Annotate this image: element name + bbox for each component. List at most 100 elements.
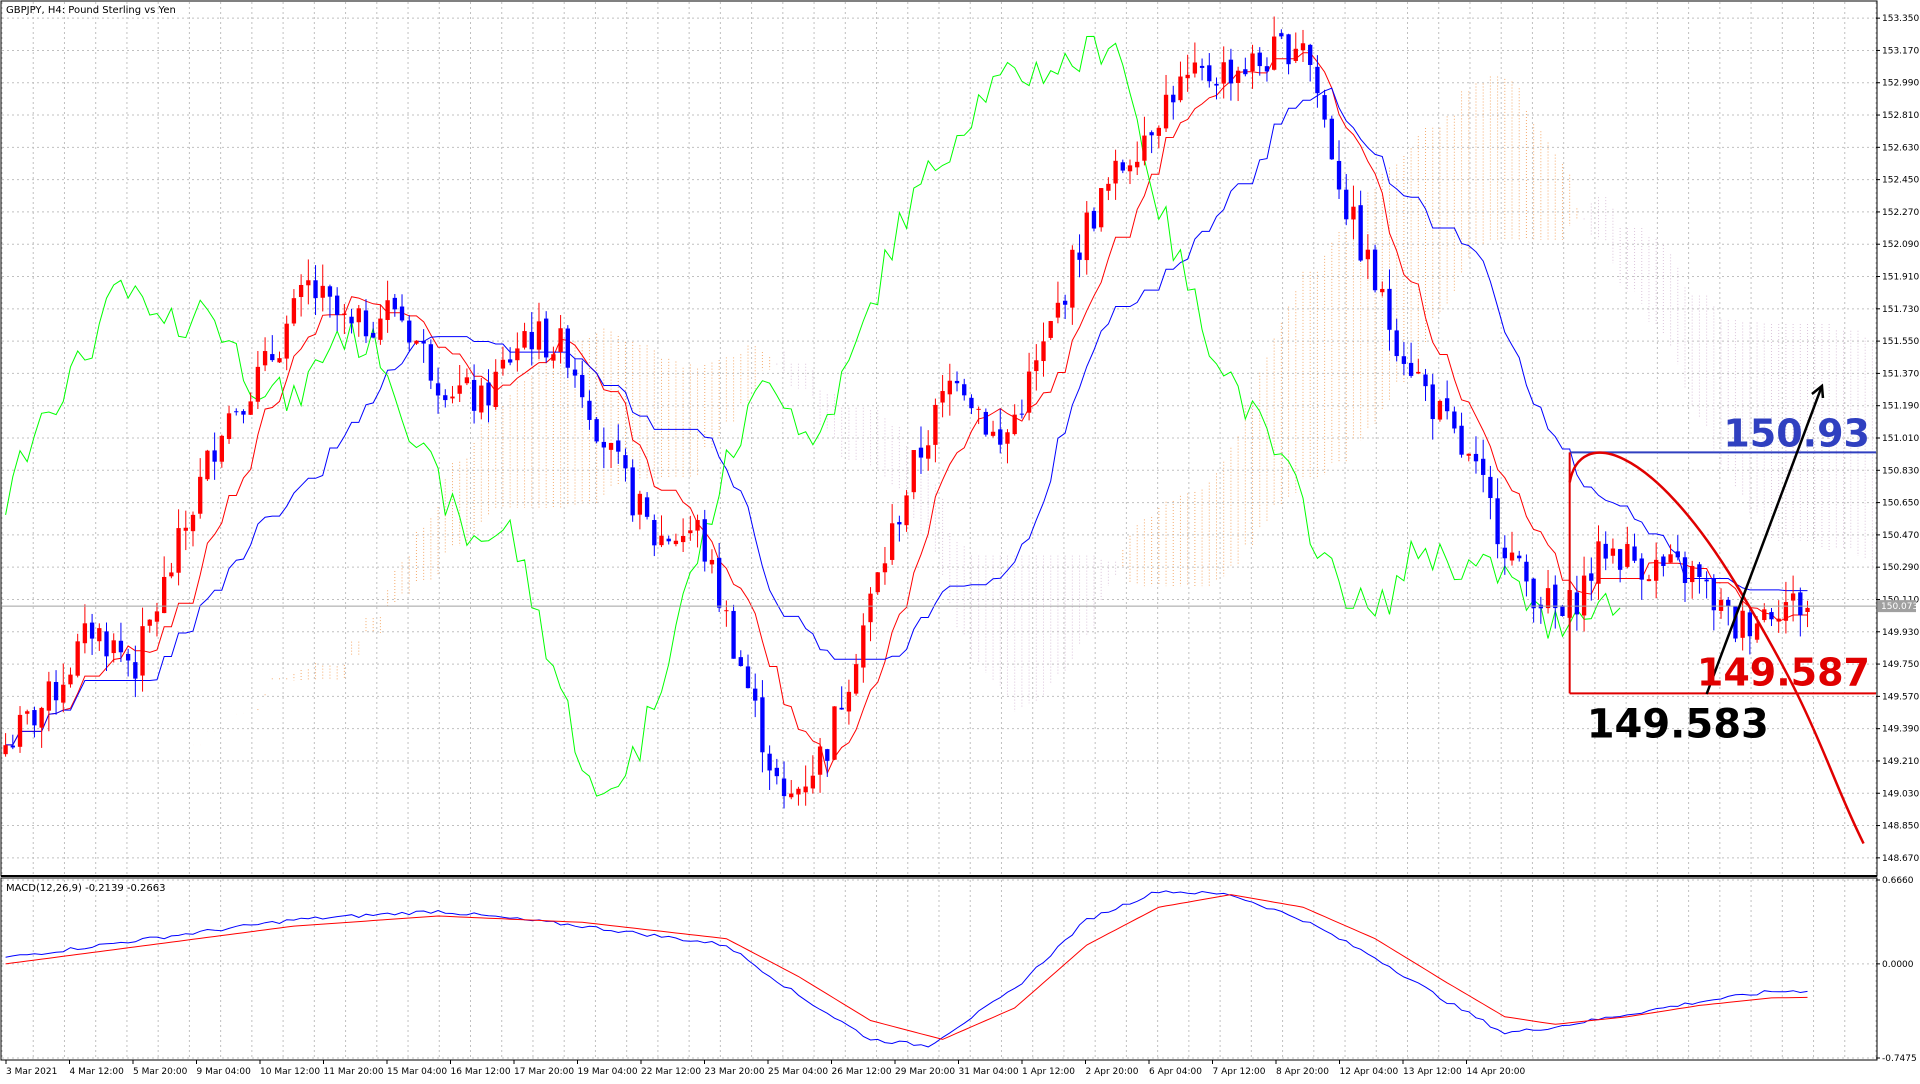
candle-body bbox=[479, 385, 484, 413]
candle-body bbox=[1171, 94, 1176, 103]
candle-body bbox=[125, 653, 131, 661]
candle-body bbox=[1365, 249, 1371, 260]
candle-body bbox=[572, 369, 578, 376]
candle-body bbox=[1250, 53, 1255, 72]
arrow-head bbox=[1811, 383, 1825, 399]
candle-body bbox=[1401, 356, 1407, 364]
candle-body bbox=[608, 442, 614, 450]
candle-body bbox=[529, 331, 534, 350]
candle-body bbox=[1264, 66, 1270, 72]
candle-body bbox=[738, 657, 743, 667]
candle-body bbox=[25, 711, 30, 714]
time-tick-label: 16 Mar 12:00 bbox=[451, 1067, 511, 1077]
time-tick-label: 15 Mar 04:00 bbox=[387, 1067, 447, 1077]
candle-body bbox=[1192, 62, 1198, 74]
candle-body bbox=[1589, 573, 1594, 581]
candle-body bbox=[1654, 559, 1659, 581]
candle-body bbox=[1257, 52, 1262, 67]
candle-body bbox=[1517, 555, 1522, 559]
candle-body bbox=[889, 523, 895, 560]
candle-body bbox=[241, 411, 246, 415]
macd-label: MACD(12,26,9) -0.2139 -0.2663 bbox=[6, 883, 166, 894]
time-axis[interactable]: 3 Mar 2021 4 Mar 12:00 5 Mar 20:00 9 Mar 04… bbox=[5, 1060, 1525, 1077]
candle-body bbox=[1610, 548, 1616, 556]
time-tick-label: 4 Mar 12:00 bbox=[70, 1067, 125, 1077]
candle-body bbox=[832, 706, 837, 760]
candle-body bbox=[1473, 453, 1479, 462]
candle-body bbox=[1127, 165, 1133, 172]
chikou-line bbox=[5, 35, 1621, 797]
candle-body bbox=[962, 384, 967, 396]
candle-body bbox=[1099, 188, 1104, 228]
candle-body bbox=[1070, 249, 1075, 308]
candle-body bbox=[89, 622, 95, 639]
candle-body bbox=[623, 455, 628, 469]
price-tick-label: 149.030 bbox=[1882, 789, 1919, 799]
candle-body bbox=[1783, 602, 1789, 621]
candle-body bbox=[234, 411, 239, 413]
candle-body bbox=[306, 280, 311, 286]
candle-body bbox=[1026, 371, 1032, 413]
candle-body bbox=[789, 793, 794, 798]
candle-body bbox=[1444, 398, 1450, 412]
candle-body bbox=[580, 374, 585, 398]
time-tick-label: 25 Mar 04:00 bbox=[768, 1067, 828, 1077]
candle-body bbox=[940, 391, 945, 403]
candle-body bbox=[637, 493, 643, 515]
macd-pane-frame bbox=[0, 877, 1878, 1061]
price-tick-label: 151.550 bbox=[1882, 337, 1919, 347]
candle-body bbox=[1156, 127, 1161, 136]
candle-body bbox=[471, 379, 477, 411]
candle-body bbox=[1733, 606, 1738, 639]
candle-body bbox=[688, 530, 693, 534]
candle-body bbox=[507, 359, 513, 363]
candle-body bbox=[717, 557, 722, 608]
candle-body bbox=[1762, 609, 1767, 621]
candle-body bbox=[551, 354, 556, 361]
candle-body bbox=[1344, 189, 1349, 220]
candle-body bbox=[1329, 118, 1334, 160]
candle-body bbox=[61, 684, 66, 703]
candle-body bbox=[522, 331, 527, 348]
candle-body bbox=[3, 745, 8, 755]
candle-body bbox=[111, 640, 116, 654]
candle-body bbox=[846, 691, 852, 712]
candle-body bbox=[1271, 36, 1277, 70]
candle-body bbox=[1113, 160, 1118, 184]
candle-body bbox=[1005, 432, 1010, 444]
candle-body bbox=[781, 778, 787, 797]
price-axis[interactable]: 153.350 153.170 152.990 152.810 152.630 152.4… bbox=[1876, 14, 1919, 1064]
candle-body bbox=[1690, 565, 1695, 583]
candle-body bbox=[1416, 371, 1421, 374]
candle-body bbox=[10, 745, 15, 748]
candle-body bbox=[1718, 599, 1724, 611]
candle-body bbox=[1041, 341, 1046, 362]
candle-body bbox=[1207, 65, 1212, 82]
candle-body bbox=[709, 559, 715, 565]
time-tick-label: 22 Mar 12:00 bbox=[641, 1067, 701, 1077]
candle-body bbox=[1596, 541, 1601, 584]
candle-body bbox=[1221, 62, 1226, 84]
candle-body bbox=[1019, 413, 1025, 415]
candle-body bbox=[385, 300, 390, 320]
candle-body bbox=[1574, 592, 1580, 615]
price-tick-label: 149.570 bbox=[1882, 692, 1919, 702]
candle-body bbox=[378, 318, 383, 340]
candle-body bbox=[226, 413, 232, 439]
candle-body bbox=[652, 520, 657, 546]
candle-body bbox=[97, 628, 102, 642]
candle-body bbox=[334, 295, 340, 316]
candle-body bbox=[990, 431, 996, 436]
price-tick-label: 149.210 bbox=[1882, 757, 1919, 767]
candle-body bbox=[803, 786, 808, 793]
candle-body bbox=[414, 340, 419, 344]
candle-body bbox=[1315, 66, 1320, 94]
candle-body bbox=[1091, 210, 1097, 229]
time-tick-label: 29 Mar 20:00 bbox=[895, 1067, 955, 1077]
candle-body bbox=[1423, 374, 1428, 387]
candle-body bbox=[558, 328, 563, 352]
candle-body bbox=[882, 563, 888, 573]
candle-body bbox=[1754, 623, 1760, 640]
candle-body bbox=[544, 318, 549, 358]
